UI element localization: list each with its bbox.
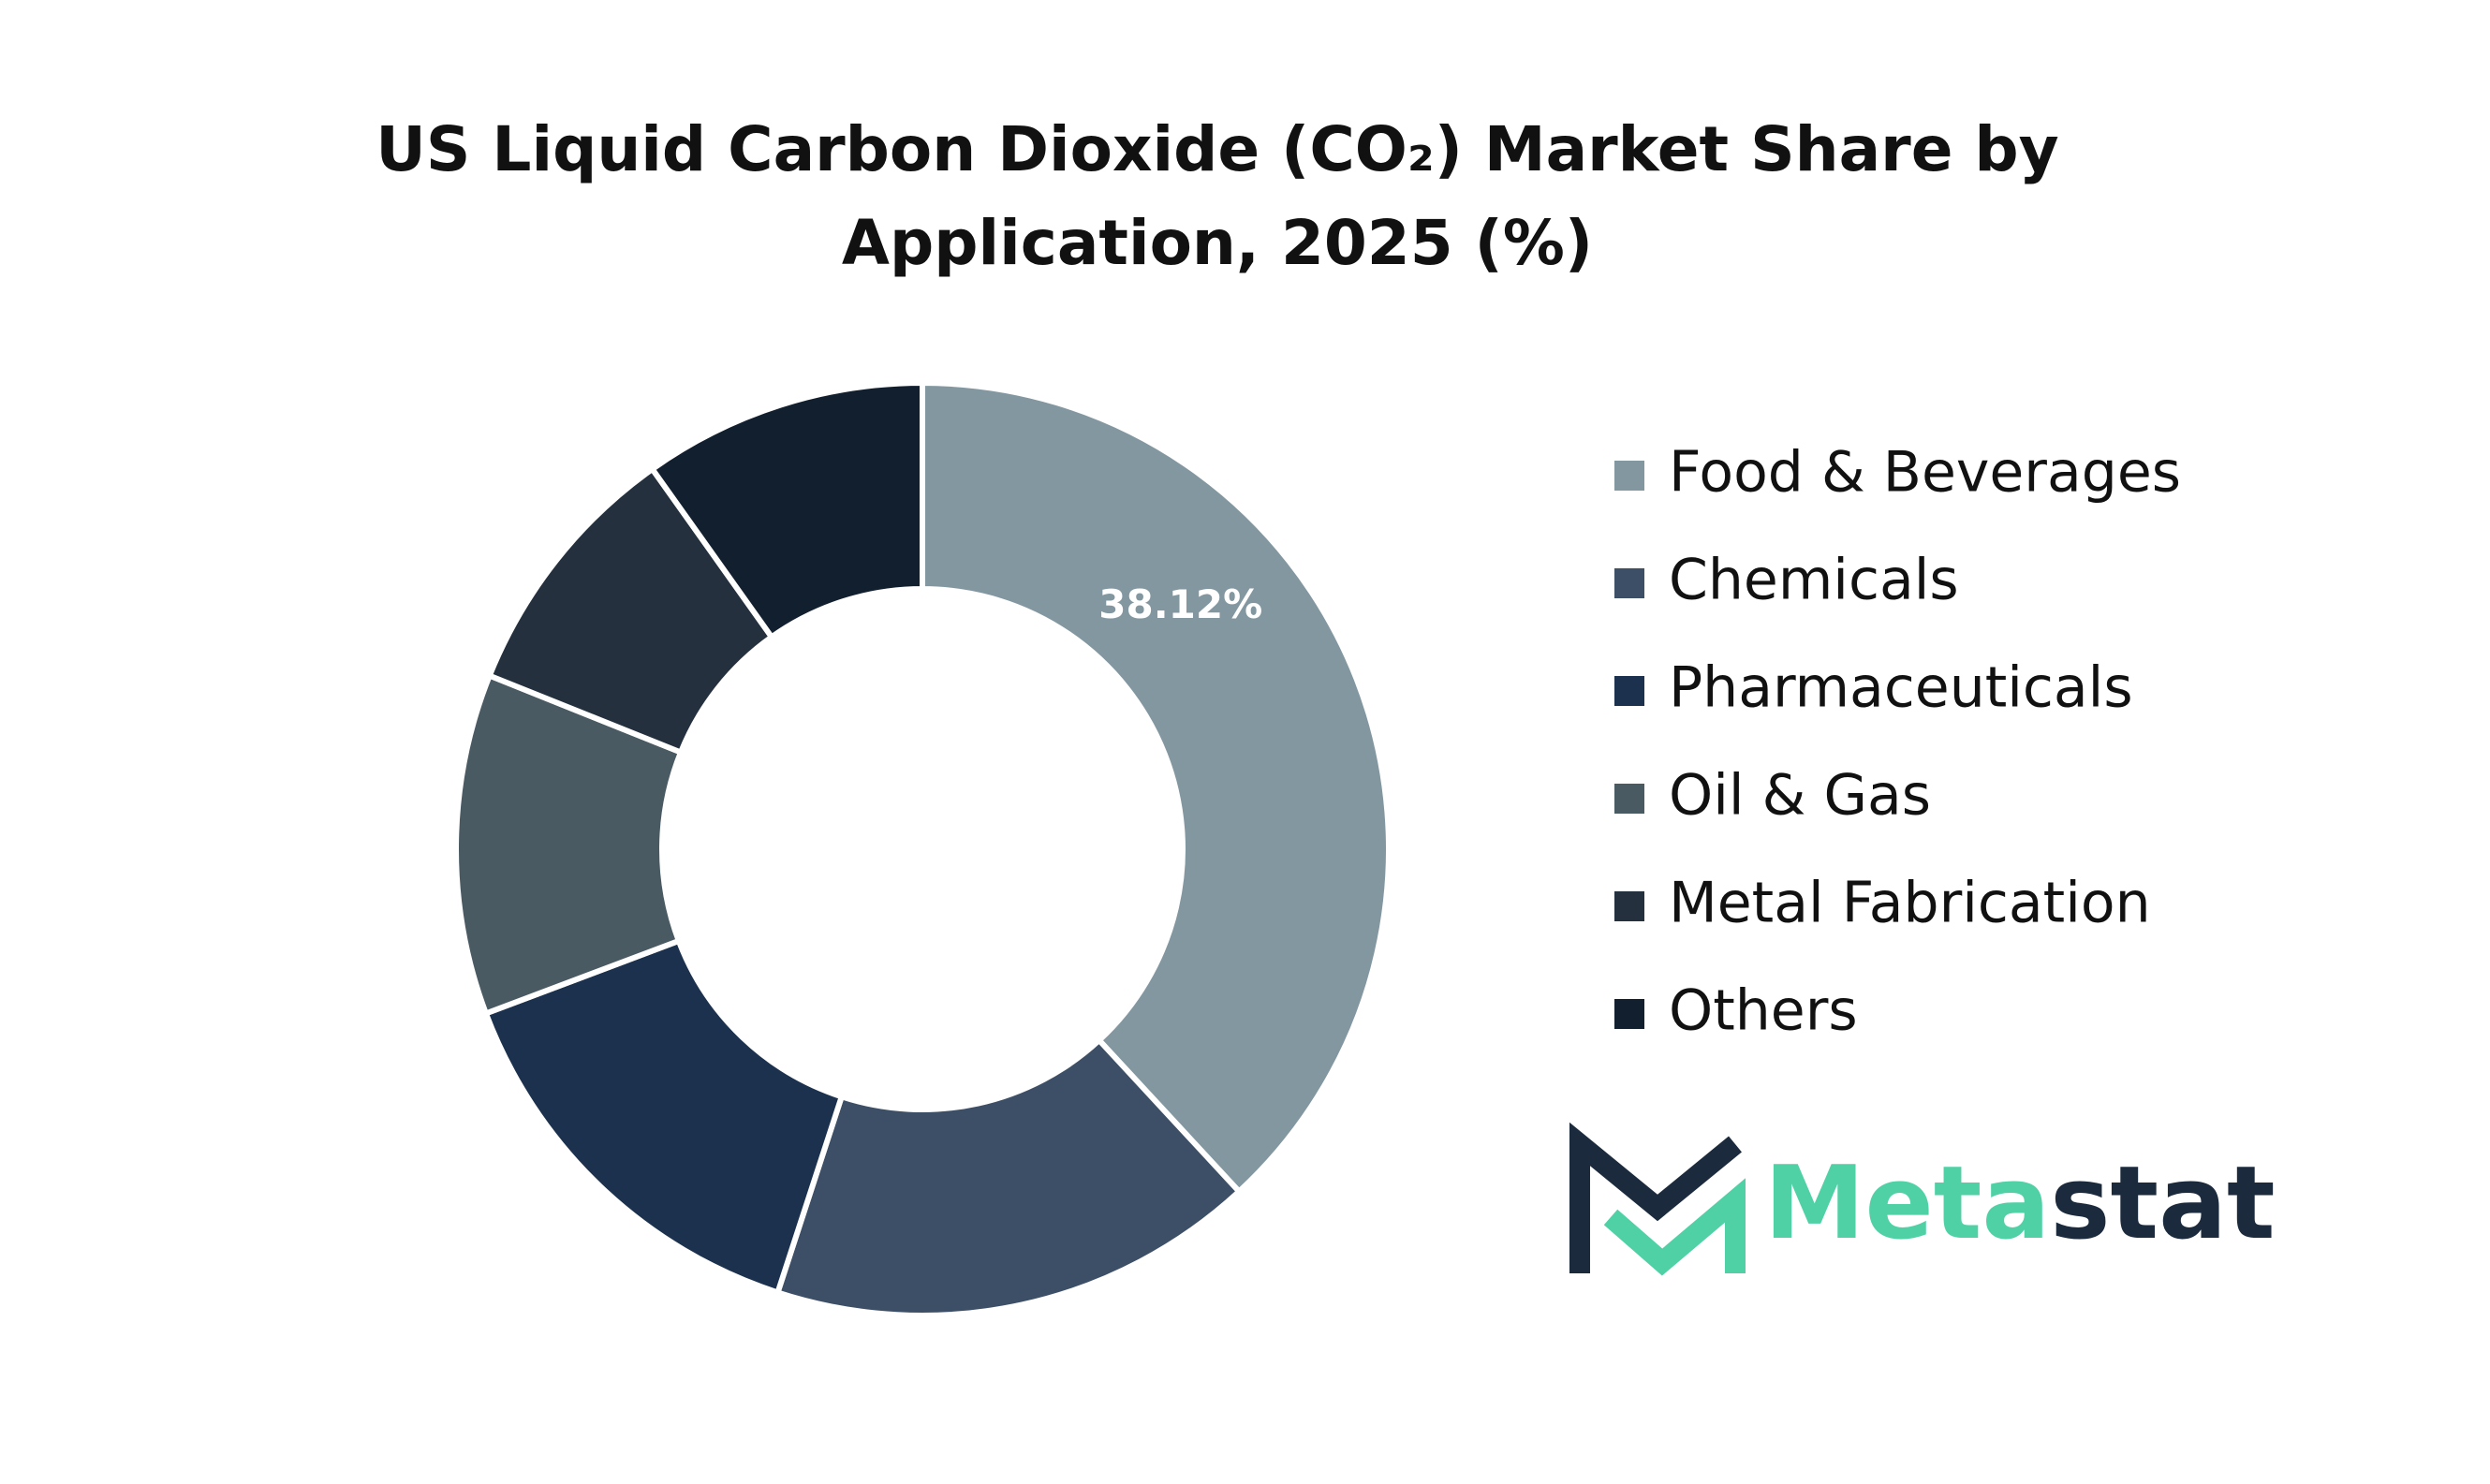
legend-swatch [1614, 461, 1644, 491]
slice [774, 1036, 1244, 1318]
logo-part: stat [2050, 1145, 2275, 1262]
legend-label: Metal Fabrication [1669, 871, 2151, 936]
legend-label: Food & Beverages [1669, 440, 2181, 506]
legend-swatch [1614, 891, 1644, 921]
legend-label: Chemicals [1669, 548, 1959, 613]
legend-swatch [1614, 568, 1644, 598]
slice [482, 937, 846, 1297]
legend-swatch [1614, 676, 1644, 706]
slice [648, 379, 925, 641]
legend-label: Pharmaceuticals [1669, 655, 2133, 721]
legend-label: Oil & Gas [1669, 763, 1931, 829]
logo-text: Metastat [1764, 1145, 2276, 1262]
slice [920, 379, 1392, 1196]
legend-swatch [1614, 999, 1644, 1029]
logo-part: Meta [1764, 1145, 2050, 1262]
legend-swatch [1614, 784, 1644, 814]
chart-title: US Liquid Carbon Dioxide (CO₂) Market Sh… [376, 113, 2059, 279]
legend-label: Others [1669, 978, 1858, 1044]
slice [453, 671, 685, 1018]
value-label: 38.12% [1098, 581, 1262, 627]
logo-icon [1569, 1122, 1746, 1276]
